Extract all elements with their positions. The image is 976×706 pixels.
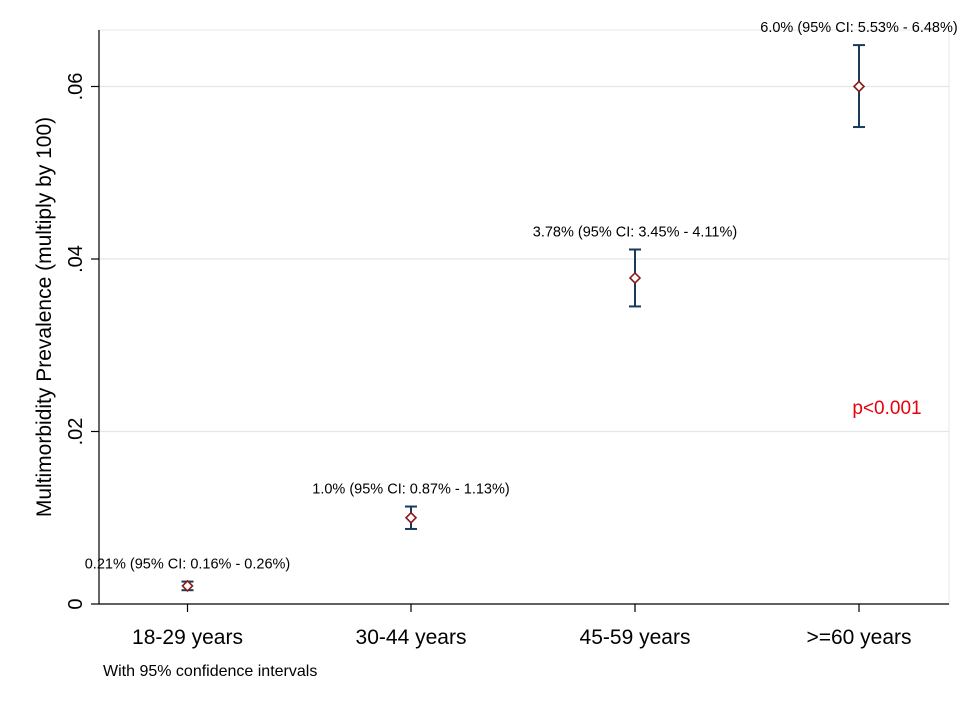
- series: 0.21% (95% CI: 0.16% - 0.26%) 1.0% (95% C…: [85, 20, 958, 593]
- y-ticks: 0 .02 .04 .06: [65, 73, 99, 610]
- gridlines: [99, 85, 949, 433]
- y-tick-label: .02: [65, 418, 87, 446]
- y-tick-label: .04: [65, 245, 87, 273]
- y-tick-label: 0: [65, 598, 87, 609]
- data-point-group: 0.21% (95% CI: 0.16% - 0.26%): [85, 557, 291, 593]
- data-point-group: 3.78% (95% CI: 3.45% - 4.11%): [533, 225, 737, 308]
- data-point-group: 1.0% (95% CI: 0.87% - 1.13%): [312, 482, 510, 530]
- data-label: 6.0% (95% CI: 5.53% - 6.48%): [760, 20, 957, 36]
- chart-note: With 95% confidence intervals: [103, 663, 317, 680]
- y-axis-label: Multimorbidity Prevalence (multiply by 1…: [33, 117, 56, 517]
- x-tick-label: >=60 years: [806, 626, 911, 649]
- diamond-marker: [181, 579, 194, 593]
- data-label: 3.78% (95% CI: 3.45% - 4.11%): [533, 225, 737, 241]
- x-tick-label: 18-29 years: [132, 626, 243, 649]
- data-label: 0.21% (95% CI: 0.16% - 0.26%): [85, 557, 291, 573]
- p-value-annotation: p<0.001: [852, 398, 921, 419]
- y-tick-label: .06: [65, 73, 87, 101]
- x-tick-label: 30-44 years: [356, 626, 467, 649]
- x-tick-label: 45-59 years: [580, 626, 691, 649]
- x-ticks: 18-29 years 30-44 years 45-59 years >=60 ye…: [132, 604, 912, 649]
- data-point-group: 6.0% (95% CI: 5.53% - 6.48%): [760, 20, 958, 129]
- data-label: 1.0% (95% CI: 0.87% - 1.13%): [312, 482, 509, 498]
- diamond-marker: [404, 511, 418, 524]
- diamond-marker: [628, 271, 642, 285]
- diamond-marker: [852, 80, 866, 93]
